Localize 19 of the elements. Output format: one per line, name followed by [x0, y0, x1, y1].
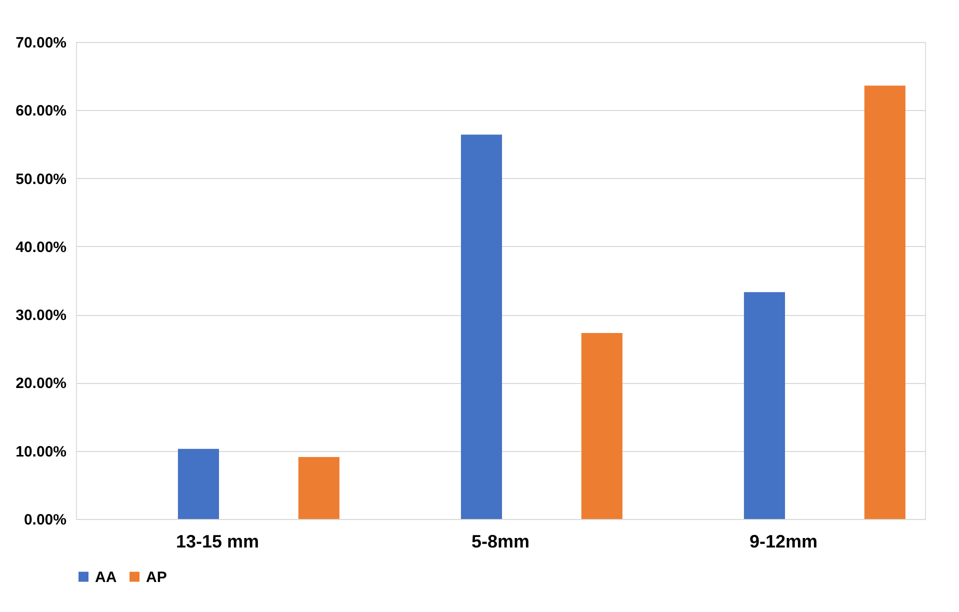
bar	[864, 86, 906, 519]
x-tick-label: 5-8mm	[471, 532, 530, 552]
y-tick-label: 30.00%	[16, 307, 66, 324]
bar	[178, 448, 220, 519]
y-tick-label: 0.00%	[24, 512, 66, 528]
y-tick-label: 60.00%	[16, 102, 66, 120]
y-tick-label: 50.00%	[16, 170, 66, 188]
y-tick-label: 20.00%	[16, 375, 66, 392]
legend-label: AP	[146, 568, 167, 586]
legend-label: AA	[95, 568, 117, 586]
bar	[581, 332, 622, 519]
y-tick-label: 70.00%	[16, 34, 66, 52]
y-tick-label: 40.00%	[16, 238, 66, 256]
x-tick-label: 9-12mm	[749, 532, 818, 552]
y-tick-label: 10.00%	[16, 443, 66, 460]
bar	[298, 456, 340, 519]
x-tick-label: 13-15 mm	[176, 532, 260, 552]
bar	[460, 134, 502, 519]
bar	[744, 292, 786, 519]
